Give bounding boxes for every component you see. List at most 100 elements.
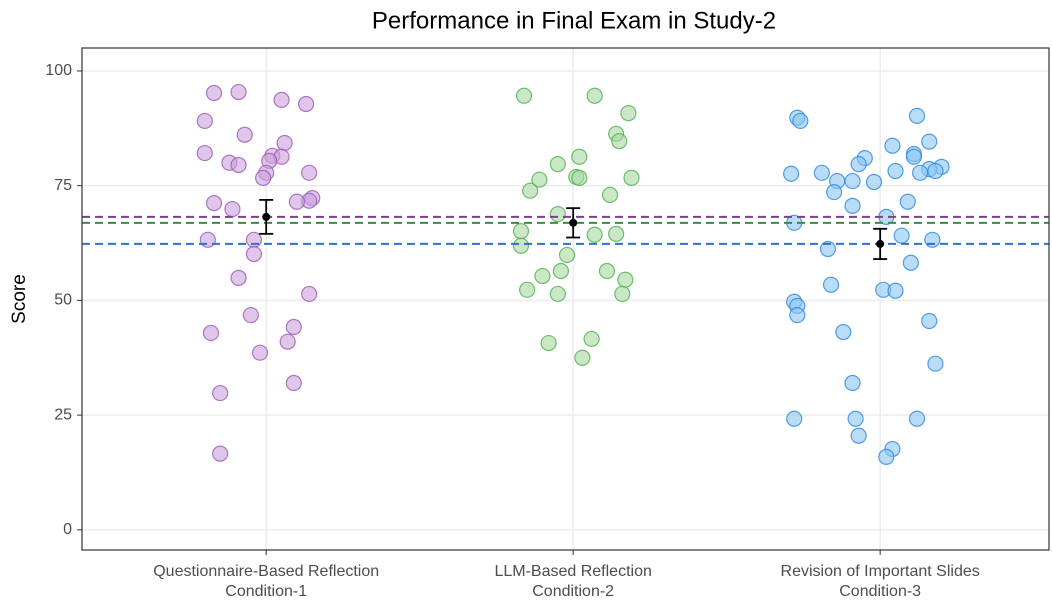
data-point [844, 374, 861, 392]
data-point [230, 83, 247, 101]
data-point [783, 165, 800, 182]
data-point [224, 200, 241, 218]
data-point [199, 231, 216, 248]
data-point [617, 271, 634, 288]
data-point [850, 427, 867, 444]
data-point [847, 410, 864, 427]
data-point [586, 87, 603, 104]
data-point [844, 197, 861, 214]
y-tick-label: 0 [63, 521, 72, 538]
data-point [601, 186, 619, 203]
x-tick-label: Condition-2 [532, 583, 614, 600]
mean-point [876, 239, 885, 248]
data-point [549, 206, 566, 223]
data-point [230, 156, 247, 174]
data-point [512, 237, 530, 254]
data-point [531, 171, 548, 188]
data-point [789, 306, 806, 324]
data-point [230, 269, 247, 286]
mean-point [262, 212, 271, 221]
y-tick-label: 25 [54, 406, 72, 423]
data-point [196, 144, 213, 162]
data-point [534, 267, 551, 285]
data-point [245, 231, 263, 248]
data-point [611, 133, 628, 150]
y-axis-label: Score [9, 274, 30, 324]
data-point [908, 410, 926, 427]
x-tick-label: Condition-1 [225, 583, 307, 600]
x-tick-label: Condition-3 [839, 583, 921, 600]
data-point [297, 95, 315, 113]
data-point [202, 324, 220, 342]
data-point [819, 240, 837, 258]
data-point [614, 285, 631, 303]
data-point [884, 137, 901, 154]
data-point [586, 226, 603, 243]
data-point [608, 225, 625, 242]
data-point [255, 169, 272, 186]
data-point [850, 155, 867, 173]
data-point [905, 148, 923, 165]
data-point [285, 318, 302, 336]
data-point [902, 254, 919, 271]
data-point [552, 262, 569, 280]
data-point [574, 349, 591, 366]
data-point [927, 162, 944, 180]
x-tick-label: LLM-Based Reflection [494, 563, 651, 580]
data-point [301, 285, 318, 303]
data-point [196, 112, 213, 130]
panel-border [81, 47, 1050, 551]
data-point [288, 193, 305, 210]
data-point [571, 169, 588, 186]
data-point [620, 105, 637, 122]
x-tick-label: Revision of Important Slides [781, 563, 980, 580]
y-tick-label: 75 [54, 177, 72, 194]
data-point [927, 355, 944, 372]
x-tick-label: Questionnaire-Based Reflection [153, 563, 379, 580]
mean-point [569, 218, 578, 227]
data-point [887, 282, 904, 299]
data-point [908, 107, 926, 125]
y-tick-label: 100 [45, 62, 72, 79]
data-point [911, 164, 929, 181]
data-point [276, 134, 293, 152]
data-point [301, 164, 318, 181]
data-point [285, 374, 302, 392]
data-point [279, 333, 296, 350]
data-point [899, 193, 916, 210]
data-point [540, 334, 557, 352]
data-point [826, 183, 843, 201]
data-point [887, 162, 904, 180]
data-point [583, 330, 600, 348]
data-point [792, 112, 809, 130]
data-point [921, 133, 938, 150]
data-point [571, 148, 588, 165]
data-point [878, 448, 895, 465]
data-point [212, 445, 229, 462]
data-point [522, 182, 539, 199]
chart-title: Performance in Final Exam in Study-2 [372, 7, 776, 34]
data-point [835, 323, 852, 341]
data-point [515, 87, 533, 104]
data-point [212, 384, 229, 402]
data-point [205, 84, 223, 102]
data-point [598, 262, 616, 280]
data-point [245, 245, 263, 263]
data-point [236, 126, 253, 143]
data-point [549, 155, 566, 173]
y-tick-label: 50 [54, 292, 72, 309]
data-point [813, 164, 830, 181]
data-point [893, 227, 910, 244]
data-point [251, 344, 269, 361]
data-point [865, 173, 883, 191]
data-point [205, 194, 223, 212]
data-point [786, 410, 803, 427]
data-point [242, 306, 259, 324]
data-point [924, 231, 941, 248]
data-point [921, 312, 938, 330]
panel [82, 48, 1049, 550]
data-point [822, 276, 840, 293]
data-point [549, 285, 566, 303]
data-point [558, 246, 576, 264]
